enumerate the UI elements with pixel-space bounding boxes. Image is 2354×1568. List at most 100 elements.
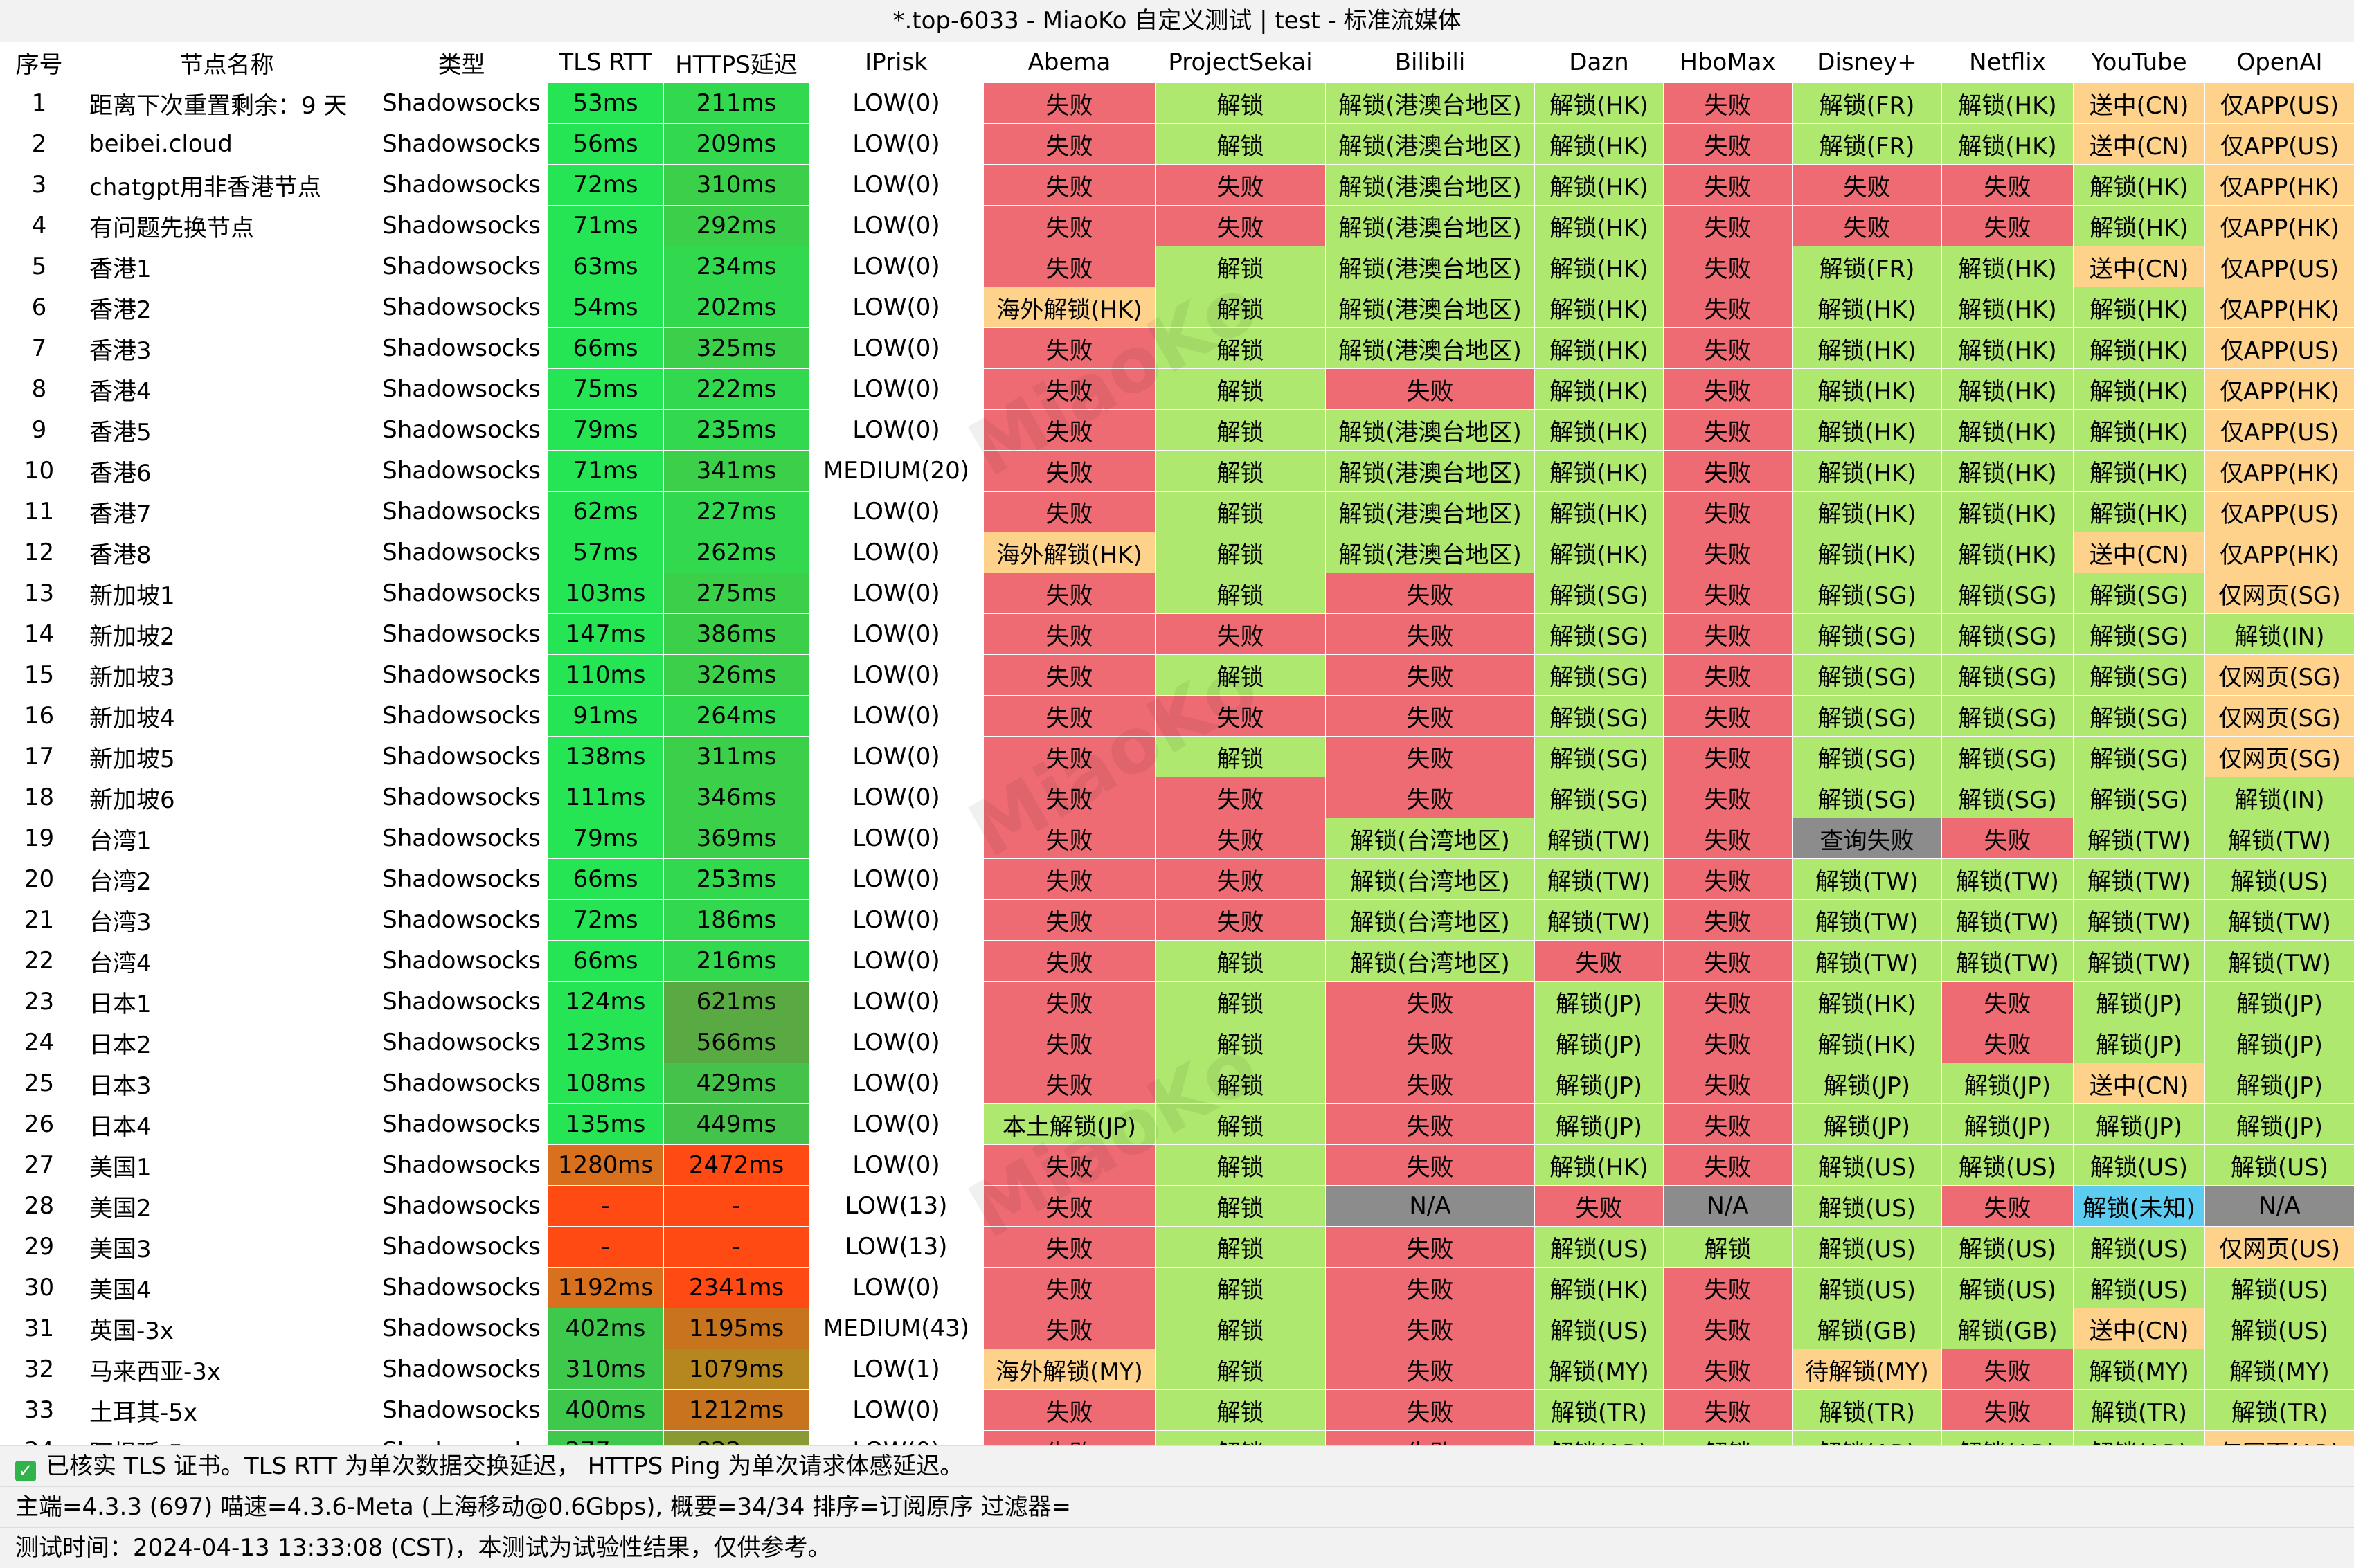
result-projectsekai: 解锁 bbox=[1156, 451, 1326, 492]
result-youtube: 送中(CN) bbox=[2074, 83, 2205, 124]
tls-rtt: 91ms bbox=[548, 696, 664, 737]
column-header[interactable]: TLS RTT bbox=[548, 42, 664, 83]
node-name: 香港8 bbox=[78, 532, 376, 573]
https-latency: 341ms bbox=[664, 451, 809, 492]
result-abema: 失败 bbox=[984, 941, 1156, 982]
result-bilibili: 失败 bbox=[1326, 573, 1535, 614]
node-name: 香港5 bbox=[78, 410, 376, 451]
node-type: Shadowsocks bbox=[376, 777, 548, 818]
https-latency: 1195ms bbox=[664, 1308, 809, 1349]
node-name: 英国-3x bbox=[78, 1308, 376, 1349]
result-youtube: 解锁(SG) bbox=[2074, 614, 2205, 655]
result-abema: 失败 bbox=[984, 1227, 1156, 1268]
column-header[interactable]: Abema bbox=[984, 42, 1156, 83]
result-disney: 解锁(SG) bbox=[1793, 614, 1942, 655]
result-netflix: 解锁(SG) bbox=[1942, 655, 2074, 696]
column-header[interactable]: Bilibili bbox=[1326, 42, 1535, 83]
column-header[interactable]: OpenAI bbox=[2205, 42, 2354, 83]
column-header[interactable]: 类型 bbox=[376, 42, 548, 83]
column-header[interactable]: HboMax bbox=[1664, 42, 1793, 83]
result-dazn: 解锁(JP) bbox=[1535, 982, 1664, 1022]
result-dazn: 解锁(HK) bbox=[1535, 451, 1664, 492]
iprisk: LOW(0) bbox=[809, 1104, 984, 1145]
result-dazn: 解锁(US) bbox=[1535, 1227, 1664, 1268]
https-latency: 326ms bbox=[664, 655, 809, 696]
result-youtube: 解锁(TW) bbox=[2074, 818, 2205, 859]
result-dazn: 解锁(MY) bbox=[1535, 1349, 1664, 1390]
result-bilibili: 解锁(港澳台地区) bbox=[1326, 206, 1535, 246]
result-netflix: 解锁(US) bbox=[1942, 1268, 2074, 1308]
node-type: Shadowsocks bbox=[376, 532, 548, 573]
node-name: chatgpt用非香港节点 bbox=[78, 165, 376, 206]
result-youtube: 解锁(JP) bbox=[2074, 1022, 2205, 1063]
result-bilibili: 失败 bbox=[1326, 1390, 1535, 1431]
result-youtube: 解锁(HK) bbox=[2074, 206, 2205, 246]
iprisk: LOW(0) bbox=[809, 287, 984, 328]
column-header[interactable]: HTTPS延迟 bbox=[664, 42, 809, 83]
iprisk: LOW(0) bbox=[809, 410, 984, 451]
column-header[interactable]: Netflix bbox=[1942, 42, 2074, 83]
result-dazn: 失败 bbox=[1535, 941, 1664, 982]
result-hbomax: 失败 bbox=[1664, 737, 1793, 777]
node-type: Shadowsocks bbox=[376, 124, 548, 165]
column-header[interactable]: IPrisk bbox=[809, 42, 984, 83]
result-dazn: 解锁(HK) bbox=[1535, 532, 1664, 573]
row-index: 28 bbox=[1, 1186, 78, 1227]
result-disney: 解锁(US) bbox=[1793, 1186, 1942, 1227]
column-header[interactable]: 序号 bbox=[1, 42, 78, 83]
result-openai: 仅APP(US) bbox=[2205, 124, 2354, 165]
column-header[interactable]: YouTube bbox=[2074, 42, 2205, 83]
result-abema: 失败 bbox=[984, 1390, 1156, 1431]
tls-rtt: 71ms bbox=[548, 206, 664, 246]
column-header[interactable]: ProjectSekai bbox=[1156, 42, 1326, 83]
column-header[interactable]: 节点名称 bbox=[78, 42, 376, 83]
result-projectsekai: 解锁 bbox=[1156, 1308, 1326, 1349]
result-youtube: 解锁(SG) bbox=[2074, 655, 2205, 696]
column-header[interactable]: Disney+ bbox=[1793, 42, 1942, 83]
node-name: 台湾2 bbox=[78, 859, 376, 900]
result-youtube: 解锁(US) bbox=[2074, 1268, 2205, 1308]
result-disney: 解锁(HK) bbox=[1793, 492, 1942, 532]
result-disney: 解锁(HK) bbox=[1793, 451, 1942, 492]
result-youtube: 解锁(HK) bbox=[2074, 287, 2205, 328]
column-header[interactable]: Dazn bbox=[1535, 42, 1664, 83]
result-abema: 失败 bbox=[984, 777, 1156, 818]
result-netflix: 解锁(US) bbox=[1942, 1227, 2074, 1268]
result-youtube: 解锁(TR) bbox=[2074, 1390, 2205, 1431]
node-type: Shadowsocks bbox=[376, 941, 548, 982]
